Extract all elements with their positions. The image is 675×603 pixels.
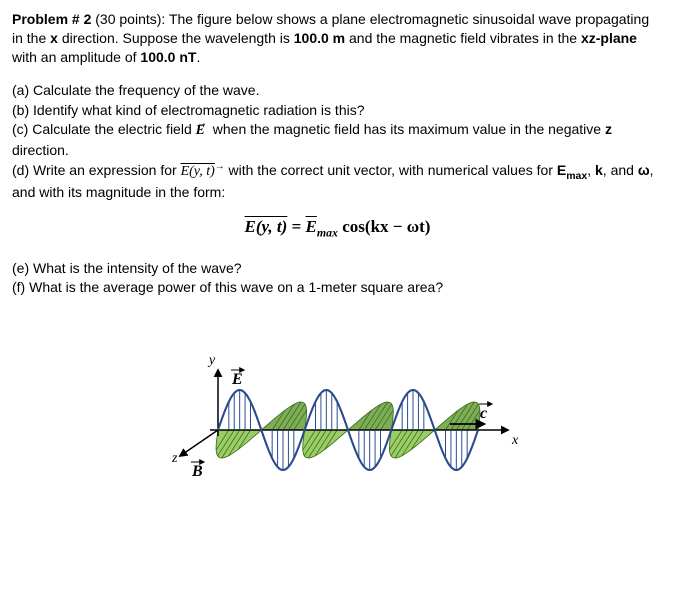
omega-symbol: ω — [638, 162, 650, 178]
period: . — [196, 49, 200, 65]
part-c-text-1: (c) Calculate the electric field — [12, 121, 196, 137]
eq-equals: = — [287, 217, 305, 236]
eq-rhs-sub: max — [317, 225, 338, 239]
emax-sub: max — [566, 170, 587, 182]
eq-rhs-e: E — [306, 216, 317, 239]
svg-text:c: c — [480, 405, 487, 422]
part-b: (b) Identify what kind of electromagneti… — [12, 101, 663, 120]
xz-plane: xz-plane — [581, 30, 637, 46]
eq-lhs: E(y, t) — [245, 216, 288, 239]
part-d-text-2: with the correct unit vector, with numer… — [225, 162, 557, 178]
eq-rhs-cos: cos(kx − ωt) — [338, 217, 430, 236]
emax-e: E — [557, 162, 566, 178]
k-symbol: k — [595, 162, 603, 178]
x-direction: x — [50, 30, 58, 46]
part-d-text-3: , and — [603, 162, 638, 178]
part-c-text-2: when the magnetic field has its maximum … — [209, 121, 605, 137]
parts-block-1: (a) Calculate the frequency of the wave.… — [12, 81, 663, 202]
equation-block: E(y, t) = Emax cos(kx − ωt) — [12, 216, 663, 240]
amplitude-value: 100.0 nT — [140, 49, 196, 65]
intro-text-4: with an amplitude of — [12, 49, 140, 65]
points: (30 points): — [91, 11, 169, 27]
z-direction: z — [605, 121, 612, 137]
vector-e-icon: E — [196, 122, 205, 141]
part-c: (c) Calculate the electric field E when … — [12, 120, 663, 160]
part-e: (e) What is the intensity of the wave? — [12, 259, 663, 278]
intro-text-3: and the magnetic field vibrates in the — [345, 30, 581, 46]
part-a: (a) Calculate the frequency of the wave. — [12, 81, 663, 100]
svg-text:B: B — [191, 463, 203, 480]
em-wave-diagram: y z x E Bc — [148, 325, 528, 535]
part-c-text-3: direction. — [12, 142, 69, 158]
problem-title: Problem # 2 — [12, 11, 91, 27]
wave-figure: y z x E Bc — [12, 325, 663, 540]
wavelength-value: 100.0 m — [294, 30, 345, 46]
part-f: (f) What is the average power of this wa… — [12, 278, 663, 297]
svg-text:z: z — [171, 451, 178, 466]
vector-eyt: E(y, t) — [181, 164, 215, 179]
svg-text:y: y — [206, 353, 215, 368]
intro-text-2: direction. Suppose the wavelength is — [58, 30, 294, 46]
svg-text:x: x — [511, 433, 519, 448]
parts-block-2: (e) What is the intensity of the wave? (… — [12, 259, 663, 298]
part-d: (d) Write an expression for E(y, t)→ wit… — [12, 161, 663, 202]
svg-text:E: E — [231, 371, 243, 388]
problem-header: Problem # 2 (30 points): The figure belo… — [12, 10, 663, 67]
part-d-text-1: (d) Write an expression for — [12, 162, 181, 178]
